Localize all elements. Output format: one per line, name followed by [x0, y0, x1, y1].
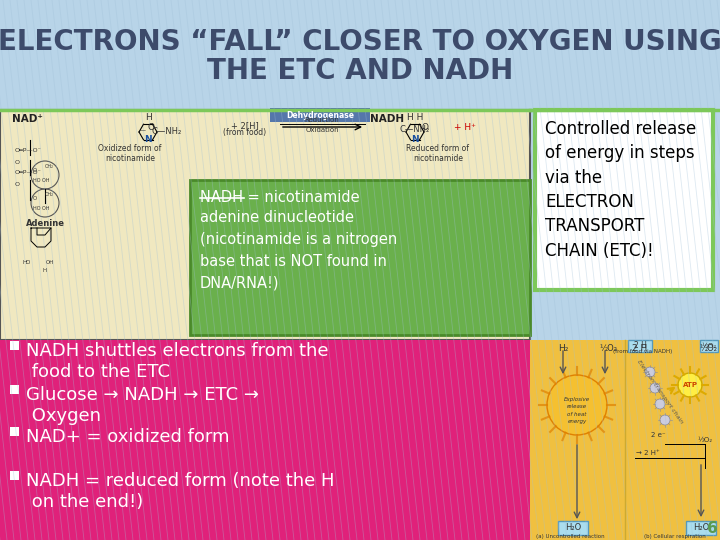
Text: 2 H: 2 H: [632, 344, 647, 353]
Circle shape: [655, 399, 665, 409]
Text: HO OH: HO OH: [32, 179, 49, 184]
Bar: [530, 340, 720, 540]
Text: NAD⁺: NAD⁺: [12, 114, 43, 124]
Text: H: H: [43, 268, 47, 273]
Text: O: O: [15, 160, 20, 165]
Text: ½O₂: ½O₂: [599, 344, 617, 353]
Text: ½O₂: ½O₂: [699, 344, 717, 353]
Text: O: O: [33, 195, 37, 200]
Text: (from food): (from food): [223, 129, 266, 138]
Text: O═P—O⁻: O═P—O⁻: [15, 171, 42, 176]
Text: NADH shuttles electrons from the
 food to the ETC: NADH shuttles electrons from the food to…: [26, 342, 328, 381]
Bar: [190, 180, 530, 335]
Text: Adenine: Adenine: [25, 219, 65, 228]
Text: of heat: of heat: [567, 411, 587, 416]
Text: N: N: [144, 136, 152, 145]
Text: → 2 H⁺: → 2 H⁺: [636, 450, 660, 456]
Bar: [686, 521, 716, 535]
Text: ½O₂: ½O₂: [698, 437, 713, 443]
Text: N: N: [411, 136, 419, 145]
Text: Explosive: Explosive: [564, 397, 590, 402]
Text: NADH = reduced form (note the H
 on the end!): NADH = reduced form (note the H on the e…: [26, 472, 335, 511]
Text: H H: H H: [407, 113, 423, 122]
Bar: [558, 521, 588, 535]
Text: THE ETC AND NADH: THE ETC AND NADH: [207, 57, 513, 85]
Text: (from food via NADH): (from food via NADH): [613, 349, 672, 354]
Text: NADH: NADH: [370, 114, 404, 124]
Text: (a) Uncontrolled reaction: (a) Uncontrolled reaction: [536, 534, 604, 539]
Text: H₂: H₂: [558, 344, 568, 353]
Text: (b) Cellular respiration: (b) Cellular respiration: [644, 534, 706, 539]
Bar: [10, 427, 19, 436]
Text: adenine dinucleotide: adenine dinucleotide: [200, 210, 354, 225]
Text: O: O: [422, 123, 429, 132]
Text: CH₂: CH₂: [45, 192, 53, 198]
Circle shape: [645, 367, 655, 377]
Text: O: O: [148, 123, 155, 132]
Text: H: H: [145, 113, 151, 122]
Text: energy: energy: [567, 418, 587, 423]
Text: Reduced form of
nicotinamide: Reduced form of nicotinamide: [407, 144, 469, 164]
Bar: [700, 340, 718, 352]
Bar: [10, 385, 19, 394]
Text: OH: OH: [46, 260, 54, 266]
Text: release: release: [567, 404, 587, 409]
Text: 2 e⁻: 2 e⁻: [651, 432, 665, 438]
Text: CH₂: CH₂: [45, 165, 53, 170]
Text: 2 H: 2 H: [634, 341, 647, 350]
Text: C—NH₂: C—NH₂: [152, 127, 182, 137]
Bar: [270, 108, 370, 122]
Circle shape: [678, 373, 702, 397]
Text: base that is NOT found in: base that is NOT found in: [200, 254, 387, 269]
Bar: [10, 341, 19, 350]
Text: H₂O: H₂O: [565, 523, 581, 532]
Text: O═P—O⁻: O═P—O⁻: [15, 147, 42, 152]
Circle shape: [660, 415, 670, 425]
Text: Glucose → NADH → ETC →
 Oxygen: Glucose → NADH → ETC → Oxygen: [26, 386, 259, 425]
Circle shape: [650, 383, 660, 393]
Bar: [0, 0, 720, 110]
Bar: [628, 340, 652, 352]
Bar: [10, 471, 19, 480]
Text: Oxidation: Oxidation: [305, 127, 339, 133]
Text: O: O: [15, 183, 20, 187]
Text: NAD+ = oxidized form: NAD+ = oxidized form: [26, 428, 230, 446]
Text: Dehydrogenase: Dehydrogenase: [286, 111, 354, 119]
Text: Controlled release
of energy in steps
via the
ELECTRON
TRANSPORT
CHAIN (ETC)!: Controlled release of energy in steps vi…: [545, 120, 696, 260]
Text: 6: 6: [707, 521, 718, 536]
Circle shape: [547, 375, 607, 435]
Text: ½O₂: ½O₂: [701, 343, 716, 349]
Text: ELECTRONS “FALL” CLOSER TO OXYGEN USING: ELECTRONS “FALL” CLOSER TO OXYGEN USING: [0, 28, 720, 56]
Text: (nicotinamide is a nitrogen: (nicotinamide is a nitrogen: [200, 232, 397, 247]
Text: HO: HO: [23, 260, 31, 266]
Text: + 2[H]: + 2[H]: [231, 122, 259, 131]
Bar: [0, 110, 530, 340]
Text: —: —: [138, 127, 145, 133]
Text: NADH = nicotinamide: NADH = nicotinamide: [200, 190, 359, 205]
Text: H₂O: H₂O: [693, 523, 709, 532]
Text: ATP: ATP: [683, 382, 698, 388]
Text: DNA/RNA!): DNA/RNA!): [200, 276, 279, 291]
Text: C—NH₂: C—NH₂: [400, 125, 430, 134]
Bar: [0, 340, 530, 540]
Text: + H⁺: + H⁺: [454, 124, 476, 132]
Text: O: O: [33, 167, 37, 172]
Text: Electron transport chain: Electron transport chain: [636, 359, 684, 424]
Bar: [535, 110, 713, 290]
Text: HO OH: HO OH: [32, 206, 49, 212]
Text: Reduction: Reduction: [305, 117, 339, 123]
Text: Oxidized form of
nicotinamide: Oxidized form of nicotinamide: [99, 144, 162, 164]
